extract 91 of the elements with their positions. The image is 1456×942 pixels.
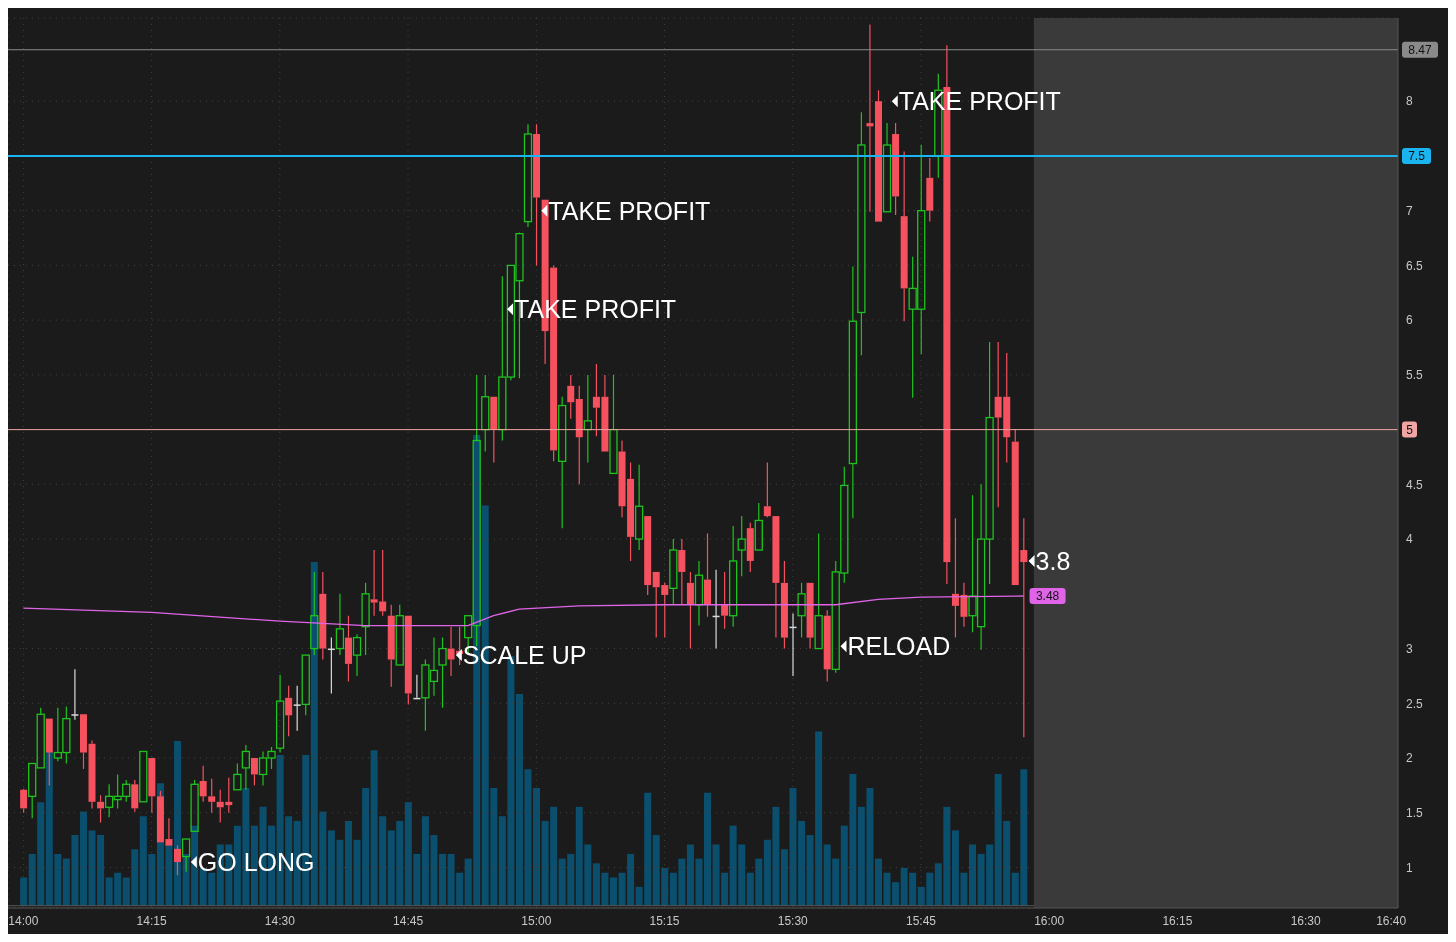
candlestick bbox=[275, 674, 285, 754]
candlestick bbox=[797, 582, 806, 639]
bar bbox=[780, 849, 788, 906]
annotation: 3.8 bbox=[1035, 546, 1071, 575]
bar bbox=[704, 793, 711, 906]
candlestick bbox=[729, 525, 738, 628]
annotation: SCALE UP bbox=[462, 641, 587, 670]
annotation: GO LONG bbox=[197, 848, 315, 877]
candlestick bbox=[704, 533, 711, 618]
candlestick bbox=[148, 758, 156, 814]
bar bbox=[80, 811, 87, 906]
x-tick-label: 14:00 bbox=[8, 913, 39, 928]
ref-line-label: 7.5 bbox=[1408, 148, 1426, 163]
candlestick bbox=[737, 515, 746, 577]
candlestick bbox=[892, 122, 900, 216]
candlestick bbox=[567, 374, 575, 420]
y-tick-label: 5.5 bbox=[1406, 368, 1424, 383]
candlestick bbox=[481, 374, 490, 453]
candlestick bbox=[694, 560, 704, 627]
x-tick-label: 15:30 bbox=[777, 913, 809, 928]
candlestick bbox=[806, 582, 814, 650]
candlestick bbox=[583, 374, 592, 464]
candlestick bbox=[669, 538, 678, 606]
candlestick bbox=[293, 685, 301, 732]
candlestick bbox=[857, 111, 866, 356]
bar bbox=[533, 788, 541, 906]
candlestick bbox=[438, 637, 447, 709]
x-tick-label: 14:15 bbox=[136, 913, 167, 928]
y-tick-label: 4 bbox=[1406, 532, 1413, 547]
x-tick-label: 15:45 bbox=[905, 913, 937, 928]
candlestick bbox=[634, 464, 644, 551]
x-tick-label: 16:30 bbox=[1290, 913, 1322, 928]
y-tick-label: 1.5 bbox=[1406, 806, 1424, 821]
candlestick bbox=[335, 593, 345, 656]
candlestick bbox=[900, 150, 908, 322]
x-tick-label: 14:30 bbox=[264, 913, 296, 928]
candlestick bbox=[780, 560, 788, 650]
candlestick bbox=[387, 604, 395, 688]
candlestick bbox=[533, 123, 541, 266]
candlestick bbox=[866, 23, 874, 213]
x-tick-label: 14:45 bbox=[393, 913, 424, 928]
bar bbox=[875, 858, 882, 906]
candlestick bbox=[344, 615, 352, 682]
x-tick-label: 15:15 bbox=[649, 913, 680, 928]
candlestick bbox=[678, 538, 686, 606]
candlestick bbox=[71, 668, 79, 721]
bar bbox=[174, 741, 182, 906]
y-tick-label: 8 bbox=[1406, 94, 1413, 109]
ref-line-label: 5 bbox=[1406, 422, 1414, 437]
bar bbox=[20, 877, 28, 906]
candlestick bbox=[926, 157, 934, 223]
candlestick bbox=[558, 396, 567, 529]
candlestick bbox=[88, 739, 96, 809]
y-tick-label: 6.5 bbox=[1406, 258, 1424, 273]
y-tick-label: 2 bbox=[1406, 751, 1413, 766]
y-tick-label: 4.5 bbox=[1406, 477, 1424, 492]
candlestick bbox=[721, 571, 729, 630]
bar bbox=[969, 844, 977, 906]
candlestick bbox=[763, 461, 771, 517]
candlestick bbox=[319, 571, 327, 661]
x-tick-label: 15:00 bbox=[521, 913, 552, 928]
bar bbox=[609, 877, 617, 906]
candlestick bbox=[97, 794, 105, 824]
y-tick-label: 1 bbox=[1406, 860, 1413, 875]
candlestick bbox=[310, 571, 319, 656]
candlestick bbox=[575, 385, 583, 485]
candlestick bbox=[882, 122, 892, 213]
y-tick-label: 7 bbox=[1406, 203, 1413, 218]
candlestick bbox=[609, 374, 618, 475]
annotation: RELOAD bbox=[847, 632, 951, 661]
x-tick-label: 16:00 bbox=[1034, 913, 1065, 928]
bar bbox=[439, 854, 447, 906]
x-tick-label: 16:15 bbox=[1162, 913, 1193, 928]
candlestick bbox=[285, 685, 293, 737]
x-tick-label: 16:40 bbox=[1376, 913, 1407, 928]
candlestick bbox=[490, 396, 498, 464]
candlestick bbox=[686, 571, 694, 650]
y-tick-label: 2.5 bbox=[1406, 696, 1424, 711]
y-tick-label: 3 bbox=[1406, 641, 1413, 656]
candlestick bbox=[848, 265, 858, 519]
ref-line-label: 8.47 bbox=[1408, 42, 1432, 57]
candlestick bbox=[199, 765, 207, 803]
candlestick bbox=[814, 533, 823, 650]
y-tick-label: 6 bbox=[1406, 313, 1413, 328]
candlestick bbox=[523, 123, 533, 228]
data-label: 3.48 bbox=[1035, 589, 1060, 604]
candlestick bbox=[352, 633, 362, 677]
bar bbox=[344, 821, 352, 906]
candlestick bbox=[361, 582, 370, 656]
candlestick bbox=[772, 516, 780, 639]
candlestick bbox=[208, 778, 216, 814]
